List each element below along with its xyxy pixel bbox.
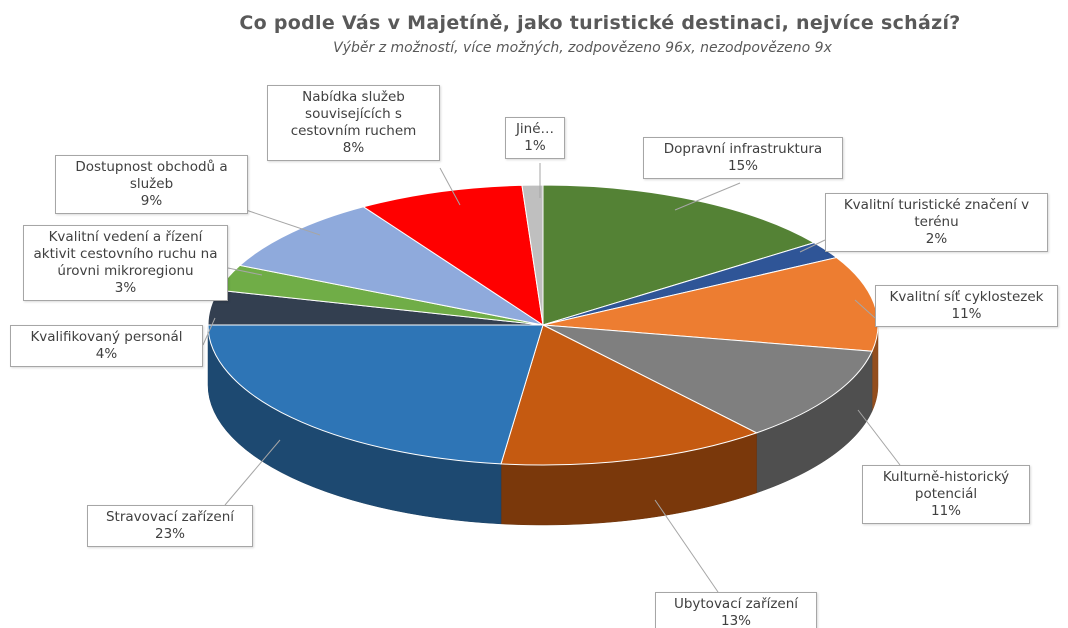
label-value: 8%: [342, 140, 365, 156]
slice: [238, 206, 544, 326]
data-label: Kvalitní vedení a řízení aktivit cestovn…: [23, 225, 228, 301]
label-value: 2%: [925, 231, 948, 247]
data-label: Stravovací zařízení 23%: [87, 505, 253, 547]
label-value: 11%: [951, 306, 982, 322]
chart-title: Co podle Vás v Majetíně, jako turistické…: [239, 12, 961, 34]
data-label: Kvalitní síť cyklostezek 11%: [875, 285, 1058, 327]
label-name: Kvalitní turistické značení v terénu: [843, 197, 1030, 230]
slice: [542, 324, 873, 434]
label-value: 23%: [154, 526, 185, 542]
label-name: Jiné…: [515, 121, 555, 137]
slice: [500, 324, 758, 466]
label-name: Kvalitní síť cyklostezek: [889, 289, 1044, 305]
chart-subtitle: Výběr z možností, více možných, zodpověz…: [333, 40, 832, 56]
data-label: Dopravní infrastruktura 15%: [643, 137, 843, 179]
label-name: Kvalitní vedení a řízení aktivit cestovn…: [33, 229, 218, 279]
label-name: Kulturně-historický potenciál: [882, 469, 1010, 502]
slice: [362, 184, 544, 327]
data-label: Nabídka služeb souvisejících s cestovním…: [267, 85, 440, 161]
label-value: 13%: [720, 613, 751, 628]
label-value: 3%: [114, 280, 137, 296]
data-label: Jiné… 1%: [505, 117, 565, 159]
label-name: Dopravní infrastruktura: [663, 141, 823, 157]
label-value: 1%: [524, 138, 546, 154]
leader-line: [202, 317, 216, 346]
leader-line: [227, 267, 263, 276]
slice: [521, 184, 544, 326]
data-label: Kulturně-historický potenciál 11%: [862, 465, 1030, 524]
label-name: Nabídka služeb souvisejících s cestovním…: [290, 89, 417, 139]
label-value: 4%: [95, 346, 118, 362]
slice-tops: [207, 184, 879, 466]
label-value: 11%: [930, 503, 961, 519]
label-name: Stravovací zařízení: [105, 509, 235, 525]
label-value: 9%: [140, 193, 163, 209]
label-value: 15%: [727, 158, 758, 174]
leader-line: [439, 167, 461, 206]
label-name: Kvalifikovaný personál: [30, 329, 183, 345]
leader-line: [239, 207, 321, 236]
data-label: Kvalitní turistické značení v terénu 2%: [825, 193, 1048, 252]
label-name: Dostupnost obchodů a služeb: [75, 159, 228, 192]
leader-line: [799, 239, 826, 253]
data-label: Ubytovací zařízení 13%: [655, 592, 817, 628]
data-label: Kvalifikovaný personál 4%: [10, 325, 203, 367]
data-label: Dostupnost obchodů a služeb 9%: [55, 155, 248, 214]
leader-line: [674, 182, 741, 211]
leader-line: [857, 409, 901, 466]
leader-line: [654, 499, 719, 593]
leader-line: [854, 299, 876, 319]
slice: [542, 184, 816, 326]
slice: [542, 257, 879, 352]
leader-line: [224, 439, 281, 506]
label-name: Ubytovací zařízení: [673, 596, 799, 612]
slice: [207, 324, 544, 465]
